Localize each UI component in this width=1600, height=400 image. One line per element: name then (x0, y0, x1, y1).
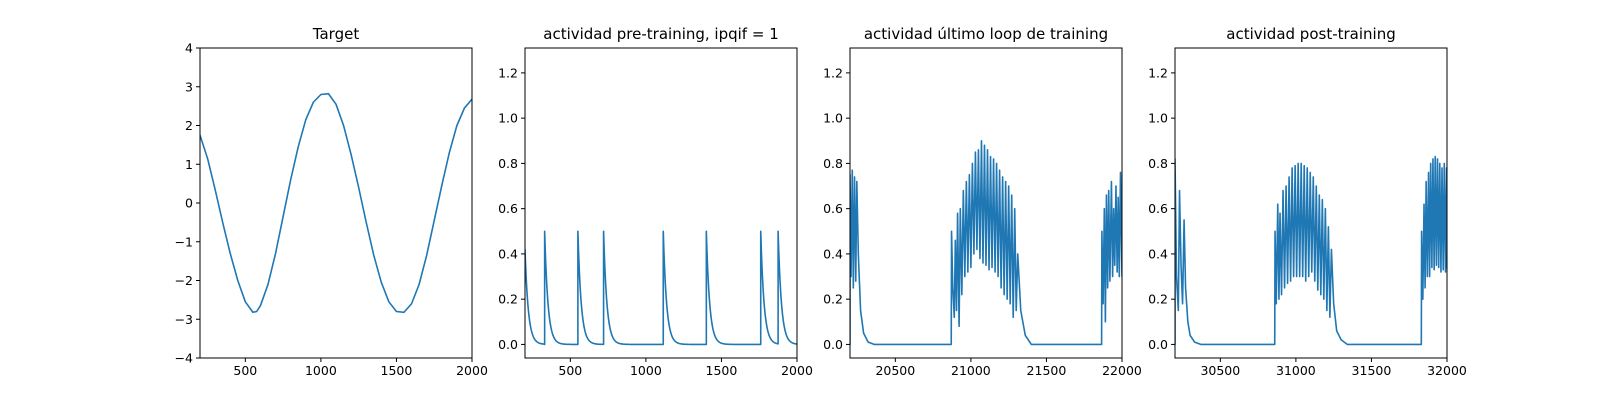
series-line-1 (850, 139, 1122, 346)
y-tick-label: 0.6 (498, 201, 518, 216)
subplot-4: 30500 31000 31500 32000 0.0 0.2 0.4 0.6 0.8 1.0 1.… (1148, 25, 1467, 378)
x-tick-label: 1500 (706, 363, 738, 378)
y-tick-label: 0.0 (498, 337, 518, 352)
y-tick-label: 1.2 (498, 65, 518, 80)
y-tick-label: 1.0 (1148, 111, 1168, 126)
subplot-title: actividad último loop de training (864, 25, 1108, 43)
series-line-1 (1175, 155, 1447, 346)
x-tick-label: 32000 (1427, 363, 1467, 378)
y-tick-label: −2 (175, 273, 193, 288)
x-tick-label: 31000 (1276, 363, 1316, 378)
y-tick-label: 0.2 (1148, 292, 1168, 307)
x-tick-label: 500 (558, 363, 582, 378)
x-tick-label: 500 (233, 363, 257, 378)
x-tick-label: 1500 (381, 363, 413, 378)
subplot-3: 20500 21000 21500 22000 0.0 0.2 0.4 0.6 0.8 1.0 1.… (823, 25, 1142, 378)
y-tick-label: 3 (185, 79, 193, 94)
y-tick-label: 1.2 (1148, 65, 1168, 80)
y-tick-label: 0.4 (498, 246, 518, 261)
subplot-title: actividad pre-training, ipqif = 1 (543, 25, 779, 43)
subplot-title: actividad post-training (1226, 25, 1395, 43)
y-tick-label: 0.6 (823, 201, 843, 216)
x-tick-label: 1000 (630, 363, 662, 378)
y-tick-label: 0.6 (1148, 201, 1168, 216)
axes-frame (524, 47, 798, 359)
x-tick-label: 31500 (1352, 363, 1392, 378)
y-tick-label: −1 (175, 234, 193, 249)
x-tick-label: 21500 (1027, 363, 1067, 378)
y-tick-label: −3 (175, 312, 193, 327)
y-tick-label: 0.2 (498, 292, 518, 307)
series-line-1 (200, 92, 472, 314)
y-tick-label: 1.0 (498, 111, 518, 126)
axes-frame (849, 47, 1123, 359)
x-tick-label: 22000 (1102, 363, 1142, 378)
x-tick-label: 2000 (781, 363, 813, 378)
y-tick-label: −4 (175, 351, 193, 366)
x-tick-label: 21000 (951, 363, 991, 378)
x-tick-label: 1000 (305, 363, 337, 378)
y-tick-label: 0.8 (823, 156, 843, 171)
y-tick-label: 0.4 (1148, 246, 1168, 261)
subplot-1: 500 1000 1500 2000 −4 −3 −2 −1 0 1 2 3 4 Target (175, 25, 488, 378)
y-tick-label: 0.0 (823, 337, 843, 352)
subplot-title: Target (312, 25, 360, 43)
y-tick-label: 0 (185, 196, 193, 211)
series-line-1 (525, 230, 797, 346)
y-tick-label: 4 (185, 41, 193, 56)
x-tick-label: 30500 (1200, 363, 1240, 378)
x-tick-label: 20500 (875, 363, 915, 378)
y-tick-label: 2 (185, 118, 193, 133)
x-tick-label: 2000 (456, 363, 488, 378)
y-tick-label: 0.8 (1148, 156, 1168, 171)
y-tick-label: 0.0 (1148, 337, 1168, 352)
y-tick-label: 0.2 (823, 292, 843, 307)
axes-frame (1174, 47, 1448, 359)
y-tick-label: 1.2 (823, 65, 843, 80)
y-tick-label: 0.4 (823, 246, 843, 261)
axes-frame (199, 47, 473, 359)
y-tick-label: 1 (185, 157, 193, 172)
y-tick-label: 1.0 (823, 111, 843, 126)
y-tick-label: 0.8 (498, 156, 518, 171)
subplot-2: 500 1000 1500 2000 0.0 0.2 0.4 0.6 0.8 1.0 1.2 acti… (498, 25, 813, 378)
